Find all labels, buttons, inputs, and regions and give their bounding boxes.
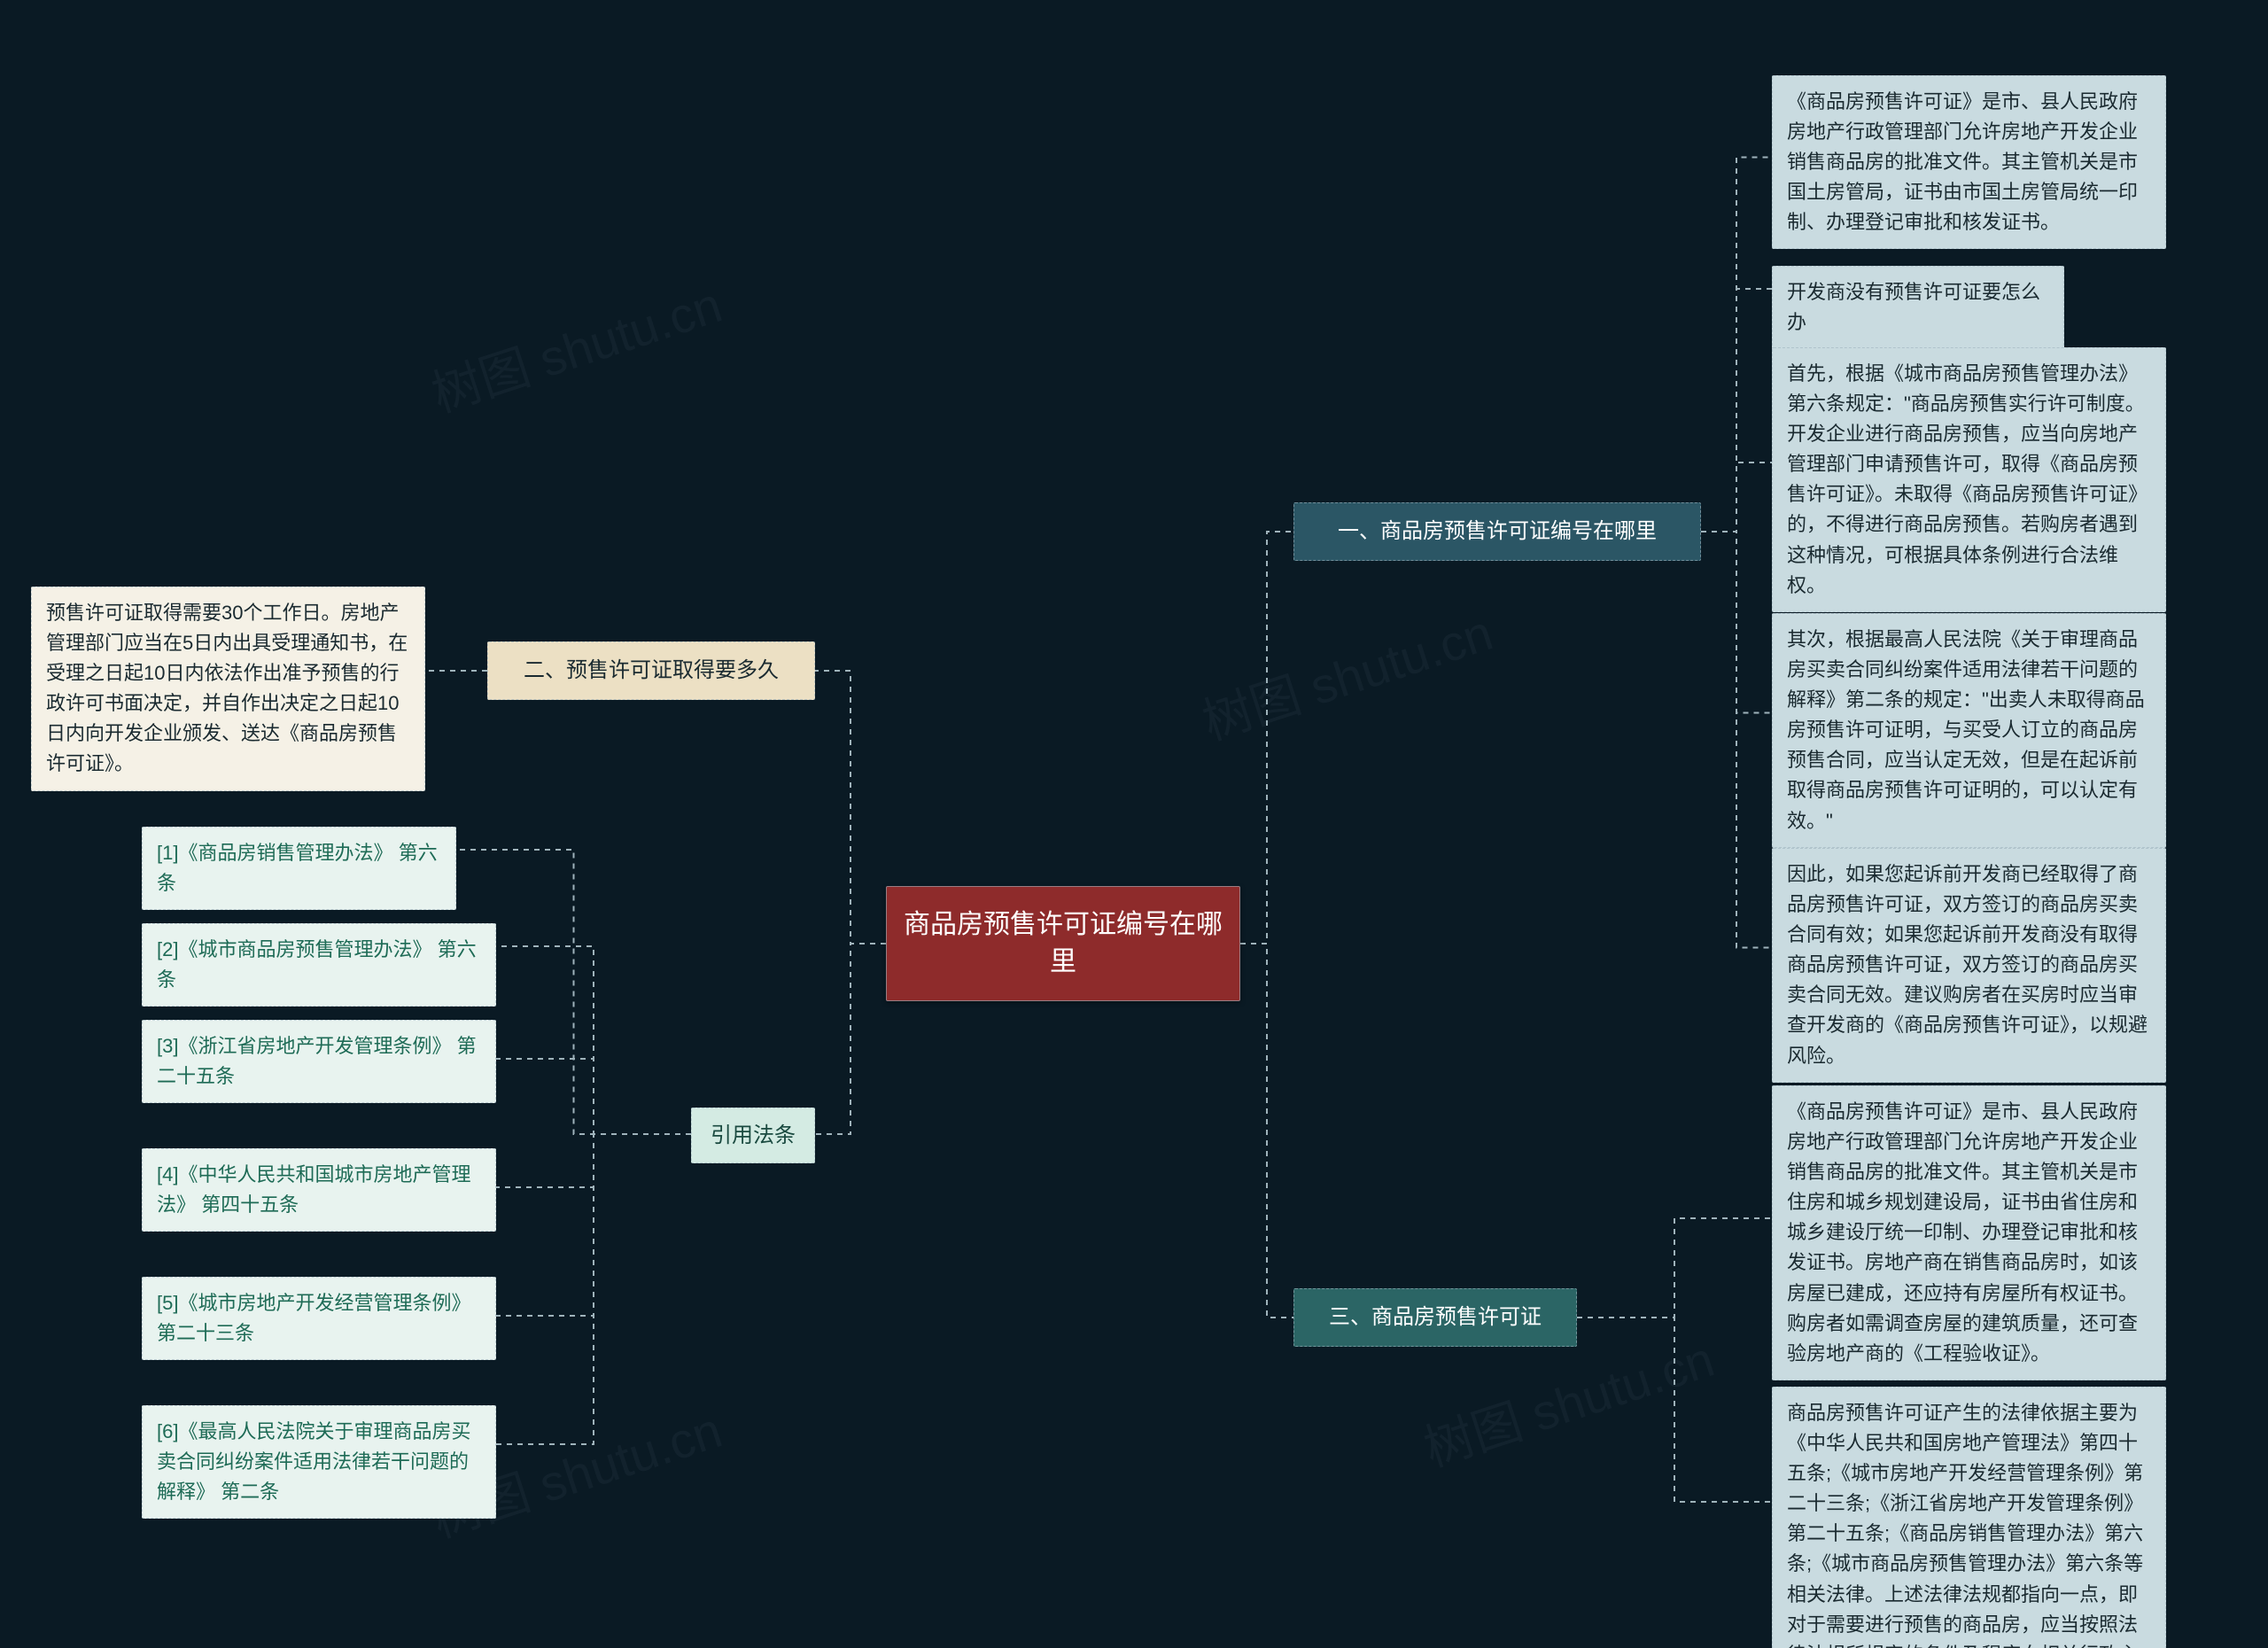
leaf-r1-3: 其次，根据最高人民法院《关于审理商品房买卖合同纠纷案件适用法律若干问题的解释》第…: [1772, 613, 2166, 848]
branch-r3: 三、商品房预售许可证: [1293, 1288, 1577, 1347]
leaf-l2-2: [3]《浙江省房地产开发管理条例》 第二十五条: [142, 1020, 496, 1103]
leaf-r1-4: 因此，如果您起诉前开发商已经取得了商品房预售许可证，双方签订的商品房买卖合同有效…: [1772, 848, 2166, 1083]
central-node: 商品房预售许可证编号在哪里: [886, 886, 1240, 1001]
leaf-r3-0: 《商品房预售许可证》是市、县人民政府房地产行政管理部门允许房地产开发企业销售商品…: [1772, 1085, 2166, 1380]
leaf-r1-1: 开发商没有预售许可证要怎么办: [1772, 266, 2064, 349]
leaf-r1-2: 首先，根据《城市商品房预售管理办法》第六条规定："商品房预售实行许可制度。开发企…: [1772, 347, 2166, 612]
leaf-r1-0: 《商品房预售许可证》是市、县人民政府房地产行政管理部门允许房地产开发企业销售商品…: [1772, 75, 2166, 249]
branch-r1: 一、商品房预售许可证编号在哪里: [1293, 502, 1701, 561]
leaf-l2-1: [2]《城市商品房预售管理办法》 第六条: [142, 923, 496, 1007]
leaf-l2-5: [6]《最高人民法院关于审理商品房买卖合同纠纷案件适用法律若干问题的解释》 第二…: [142, 1405, 496, 1519]
branch-l2: 引用法条: [691, 1108, 815, 1163]
leaf-l1-0: 预售许可证取得需要30个工作日。房地产管理部门应当在5日内出具受理通知书，在受理…: [31, 587, 425, 791]
watermark: 树图 shutu.cn: [422, 266, 730, 427]
branch-l1: 二、预售许可证取得要多久: [487, 641, 815, 700]
watermark: 树图 shutu.cn: [1192, 594, 1501, 755]
leaf-l2-3: [4]《中华人民共和国城市房地产管理法》 第四十五条: [142, 1148, 496, 1232]
leaf-l2-4: [5]《城市房地产开发经营管理条例》 第二十三条: [142, 1277, 496, 1360]
leaf-l2-0: [1]《商品房销售管理办法》 第六条: [142, 827, 456, 910]
leaf-r3-1: 商品房预售许可证产生的法律依据主要为《中华人民共和国房地产管理法》第四十五条;《…: [1772, 1387, 2166, 1648]
